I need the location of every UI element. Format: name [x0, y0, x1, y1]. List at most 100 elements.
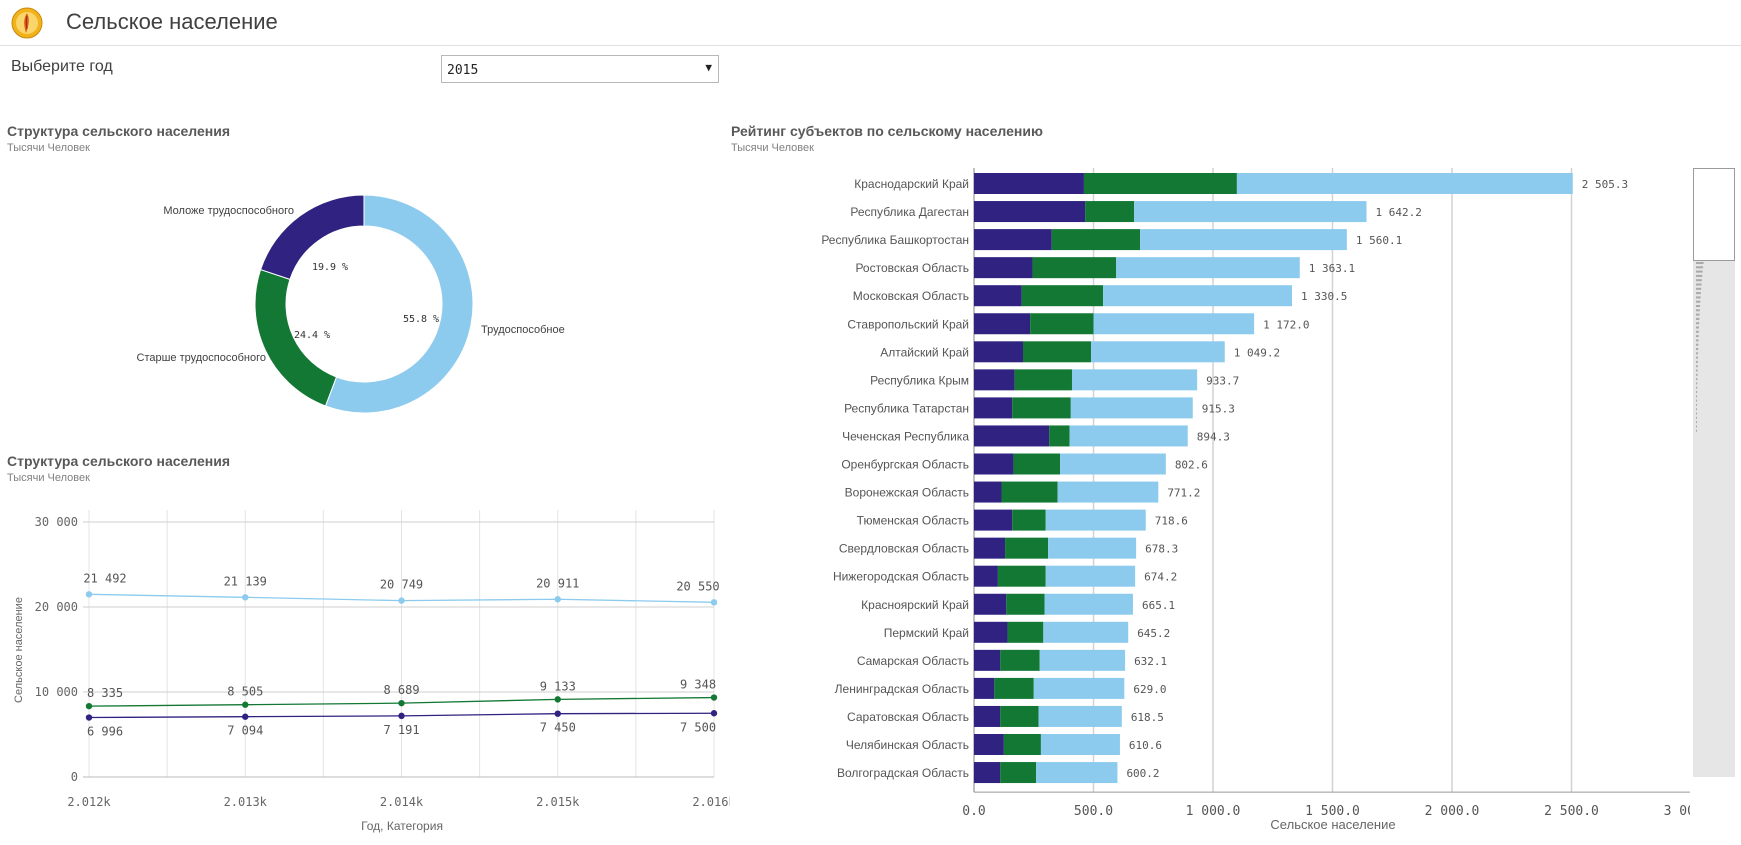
- bar-total-label: 1 049.2: [1234, 346, 1280, 359]
- bar-total-label: 678.3: [1145, 543, 1178, 556]
- bar-total-label: 1 560.1: [1356, 234, 1402, 247]
- bar-segment: [1012, 397, 1071, 419]
- bar-total-label: 933.7: [1206, 374, 1239, 387]
- line-chart[interactable]: Сельское население Год, Категория 30 000…: [0, 490, 730, 845]
- line-y-tick-label: 10 000: [35, 685, 78, 699]
- bar-category-label: Московская Область: [853, 289, 969, 303]
- minichart-bar: [1696, 326, 1699, 329]
- bar-segment: [974, 397, 1013, 419]
- bar-x-tick-label: 0.0: [962, 804, 985, 819]
- bar-segment: [1060, 453, 1166, 475]
- bar-segment: [974, 537, 1006, 559]
- bar-x-tick-label: 1 500.0: [1305, 804, 1360, 819]
- bar-x-tick-label: 500.0: [1074, 804, 1113, 819]
- line-data-point: [710, 710, 718, 717]
- minichart-bar: [1696, 360, 1698, 363]
- bar-segment: [1013, 453, 1061, 475]
- bar-segment: [1001, 481, 1058, 503]
- line-data-label: 20 550: [676, 579, 719, 593]
- bar-segment: [1049, 425, 1070, 447]
- bar-segment: [974, 201, 1086, 223]
- bar-x-tick-label: 2 000.0: [1425, 804, 1480, 819]
- minichart-bar: [1696, 292, 1701, 295]
- app-logo-icon[interactable]: [11, 7, 43, 39]
- minichart-bar: [1696, 330, 1699, 333]
- bar-segment: [1014, 369, 1072, 391]
- minichart-bar: [1696, 343, 1699, 346]
- minichart-bar: [1696, 287, 1702, 290]
- year-select[interactable]: 2015 ▼: [441, 55, 719, 83]
- bar-total-label: 610.6: [1129, 739, 1162, 752]
- bar-category-label: Республика Крым: [870, 373, 969, 387]
- bar-segment: [1036, 762, 1118, 784]
- bar-segment: [1038, 705, 1122, 727]
- bar-segment: [974, 341, 1023, 363]
- bar-segment: [1032, 257, 1117, 279]
- bar-segment: [1012, 509, 1046, 531]
- minichart-bar: [1696, 408, 1697, 411]
- minichart-bar: [1696, 421, 1697, 424]
- donut-subtitle: Тысячи Человек: [7, 142, 90, 154]
- bar-total-label: 894.3: [1197, 430, 1230, 443]
- bar-segment: [1140, 229, 1347, 251]
- donut-chart[interactable]: 55.8 % Трудоспособное 24.4 % Старше трудосп…: [0, 160, 720, 450]
- line-data-label: 8 689: [383, 683, 419, 697]
- line-data-point: [85, 702, 93, 710]
- bar-segment: [974, 677, 995, 699]
- scrollbar-thumb[interactable]: [1693, 168, 1735, 261]
- bar-total-label: 629.0: [1133, 683, 1166, 696]
- bar-category-label: Республика Дагестан: [850, 205, 969, 219]
- bar-total-label: 771.2: [1167, 487, 1200, 500]
- bar-segment: [1045, 509, 1146, 531]
- bar-segment: [1071, 369, 1198, 391]
- minichart-bar: [1696, 395, 1698, 398]
- app-header: Сельское население: [0, 0, 1741, 46]
- bar-category-label: Алтайский Край: [880, 345, 969, 359]
- minichart-bar: [1696, 391, 1698, 393]
- bar-segment: [1070, 397, 1193, 419]
- bar-total-label: 915.3: [1202, 402, 1235, 415]
- bar-segment: [1000, 649, 1040, 671]
- bar-total-label: 1 363.1: [1309, 262, 1355, 275]
- bar-total-label: 1 330.5: [1301, 290, 1347, 303]
- minichart-bar: [1696, 429, 1697, 432]
- bar-category-label: Пермский Край: [884, 626, 969, 640]
- line-y-tick-label: 30 000: [35, 515, 78, 529]
- line-data-point: [398, 597, 405, 604]
- line-y-tick-label: 20 000: [35, 600, 78, 614]
- bar-total-label: 802.6: [1175, 459, 1208, 472]
- minichart-bar: [1696, 382, 1698, 385]
- minichart-bar: [1696, 317, 1700, 320]
- bar-x-axis-label: Сельское население: [1270, 817, 1395, 832]
- bar-segment: [974, 565, 998, 587]
- bar-segment: [974, 173, 1084, 194]
- bar-segment: [1000, 705, 1039, 727]
- donut-slice-label: Старше трудоспособного: [137, 352, 267, 364]
- minichart-bar: [1696, 262, 1704, 264]
- minichart-bar: [1696, 309, 1700, 312]
- bar-category-label: Саратовская Область: [847, 710, 969, 724]
- minichart-bar: [1696, 270, 1703, 273]
- chart-scrollbar[interactable]: [1693, 168, 1735, 777]
- bar-segment: [997, 565, 1046, 587]
- line-x-tick-label: 2.015k: [536, 795, 580, 809]
- line-data-label: 21 139: [224, 574, 267, 588]
- bar-segment: [1006, 593, 1045, 615]
- minichart-bar: [1696, 365, 1698, 368]
- line-data-label: 7 094: [227, 724, 263, 738]
- bar-segment: [974, 621, 1008, 643]
- bar-category-label: Ростовская Область: [855, 261, 969, 275]
- line-data-point: [85, 591, 93, 598]
- minichart-bar: [1696, 305, 1701, 307]
- bar-segment: [974, 509, 1013, 531]
- bar-category-label: Краснодарский Край: [854, 177, 969, 191]
- minichart-bar: [1696, 266, 1704, 269]
- bar-category-label: Воронежская Область: [845, 486, 969, 500]
- bar-category-label: Волгоградская Область: [837, 766, 969, 780]
- line-data-point: [242, 594, 249, 601]
- bar-segment: [974, 762, 1001, 784]
- bar-chart[interactable]: Сельское население 0.0 500.0 1 000.0 1 500.…: [720, 160, 1690, 845]
- bar-segment: [1093, 313, 1255, 335]
- minichart-bar: [1696, 369, 1698, 372]
- bar-segment: [1045, 565, 1136, 587]
